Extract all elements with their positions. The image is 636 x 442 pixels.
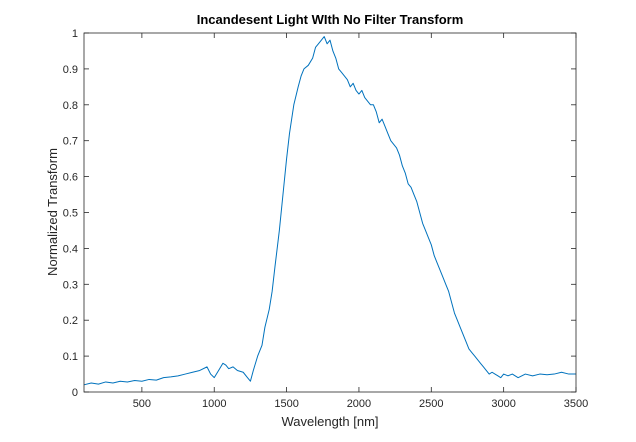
x-tick-label: 2000 [347,398,371,410]
x-tick-label: 3500 [564,398,588,410]
y-axis-label: Normalized Transform [45,148,60,276]
series-line-0 [83,36,576,386]
series-layer [83,36,576,386]
y-tick-label: 0.2 [63,315,78,327]
y-tick-label: 0.6 [63,172,78,184]
y-tick-label: 1 [72,28,78,40]
plot-background [84,33,576,392]
x-axis: 500 1000 1500 2000 2500 3000 3500 [133,33,588,410]
y-tick-label: 0.4 [63,243,78,255]
x-tick-label: 3000 [491,398,515,410]
y-tick-label: 0 [72,387,78,399]
x-tick-label: 1000 [202,398,226,410]
y-tick-label: 0.3 [63,279,78,291]
y-tick-label: 0.8 [63,100,78,112]
x-tick-label: 1500 [274,398,298,410]
y-tick-label: 0.7 [63,136,78,148]
x-tick-label: 500 [133,398,151,410]
x-axis-label: Wavelength [nm] [281,414,378,429]
y-tick-label: 0.5 [63,208,78,220]
y-axis: 0 0.1 0.2 0.3 0.4 0.5 0.6 0.7 0.8 0.9 1 [63,28,576,399]
y-tick-label: 0.1 [63,351,78,363]
x-tick-label: 2500 [419,398,443,410]
y-tick-label: 0.9 [63,64,78,76]
chart-title: Incandesent Light WIth No Filter Transfo… [197,12,464,27]
